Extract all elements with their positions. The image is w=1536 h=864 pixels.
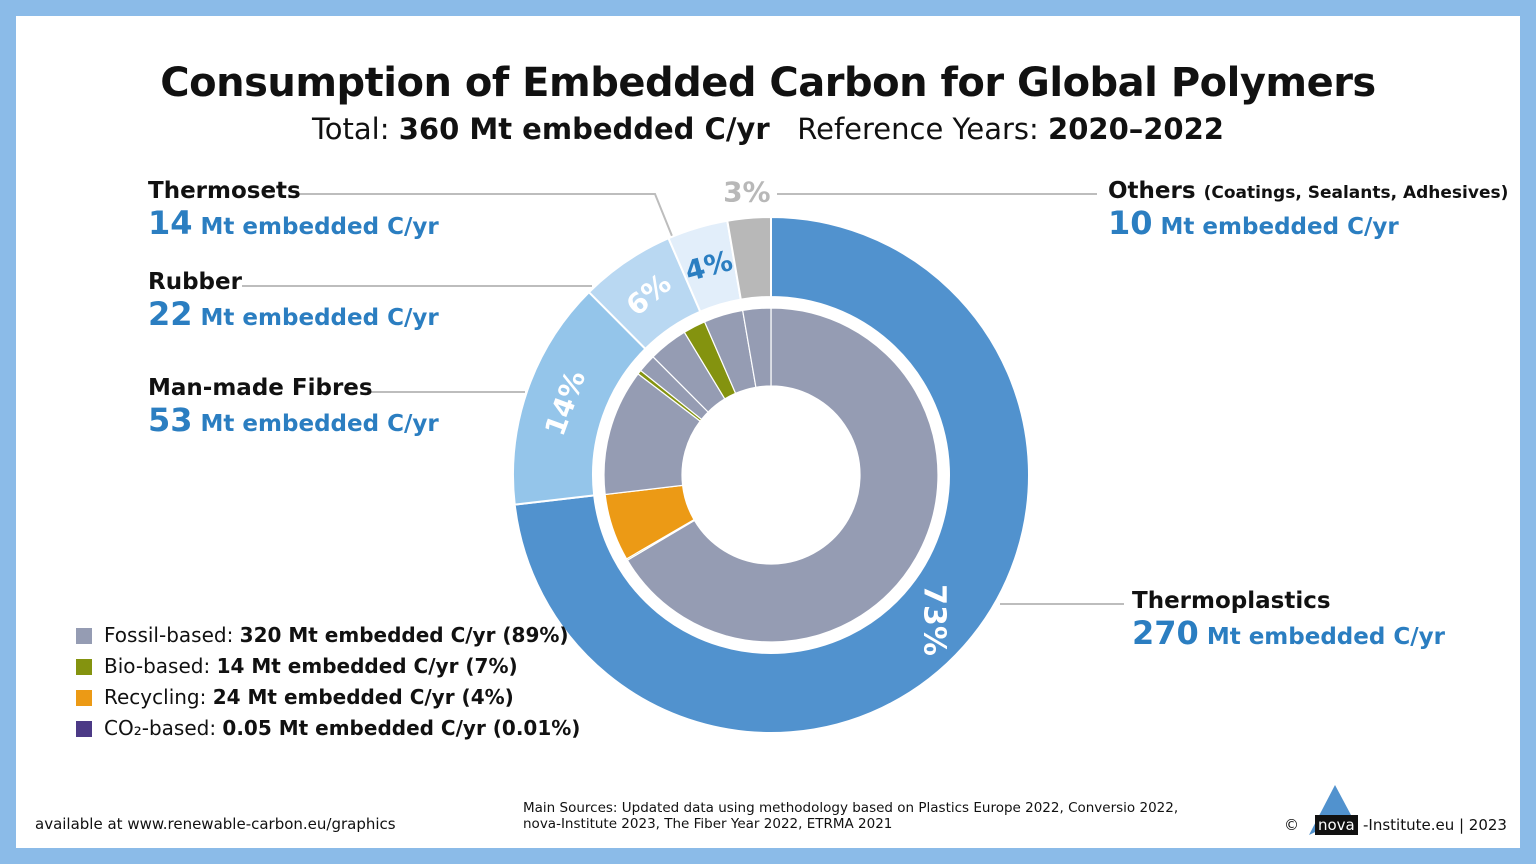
legend-item-co2: CO₂-based: 0.05 Mt embedded C/yr (0.01%) [76,713,580,744]
category-name: Thermoplastics [1132,588,1331,614]
page-title: Consumption of Embedded Carbon for Globa… [160,60,1376,106]
availability-link[interactable]: available at www.renewable-carbon.eu/gra… [35,815,396,833]
legend-item-recycling: Recycling: 24 Mt embedded C/yr (4%) [76,682,580,713]
reference-label: Reference Years: [797,112,1039,146]
subtitle: Total: 360 Mt embedded C/yr Reference Ye… [0,112,1536,146]
legend: Fossil-based: 320 Mt embedded C/yr (89%)… [76,620,580,744]
legend-swatch [76,627,92,644]
category-thermoplastics: Thermoplastics 270 Mt embedded C/yr [1132,588,1445,652]
copyright: © nova -Institute.eu | 2023 [1284,785,1507,835]
category-name: Others (Coatings, Sealants, Adhesives) [1108,178,1509,204]
category-man-made-fibres: Man-made Fibres 53 Mt embedded C/yr [148,375,439,439]
nova-logo: nova [1305,785,1363,835]
category-value: 10 Mt embedded C/yr [1108,204,1399,242]
category-name: Rubber [148,269,242,295]
total-value: 360 Mt embedded C/yr [398,112,770,146]
category-thermosets: Thermosets 14 Mt embedded C/yr [148,178,439,242]
category-name: Thermosets [148,178,301,204]
legend-swatch [76,720,92,737]
category-others: Others (Coatings, Sealants, Adhesives) 1… [1108,178,1508,242]
inner-ring [603,307,939,643]
leader-line [298,193,673,237]
inner-slice-fossil-based [741,307,772,388]
legend-swatch [76,689,92,706]
percent-label: 73% [916,584,951,656]
category-rubber: Rubber 22 Mt embedded C/yr [148,269,439,333]
outer-slice-others [726,215,772,301]
category-value: 14 Mt embedded C/yr [148,204,439,242]
total-label: Total: [312,112,390,146]
category-name: Man-made Fibres [148,375,373,401]
legend-swatch [76,658,92,675]
outer-slice-thermoplastics [513,215,1030,734]
inner-slice-fossil-based [626,307,939,643]
outer-ring [512,215,1030,734]
sources: Main Sources: Updated data using methodo… [523,800,1179,832]
percent-label: 3% [723,176,771,209]
leader-lines [242,193,1124,605]
category-value: 53 Mt embedded C/yr [148,401,439,439]
category-value: 22 Mt embedded C/yr [148,295,439,333]
legend-item-bio: Bio-based: 14 Mt embedded C/yr (7%) [76,651,580,682]
legend-item-fossil: Fossil-based: 320 Mt embedded C/yr (89%) [76,620,580,651]
category-value: 270 Mt embedded C/yr [1132,614,1445,652]
reference-value: 2020–2022 [1048,112,1224,146]
